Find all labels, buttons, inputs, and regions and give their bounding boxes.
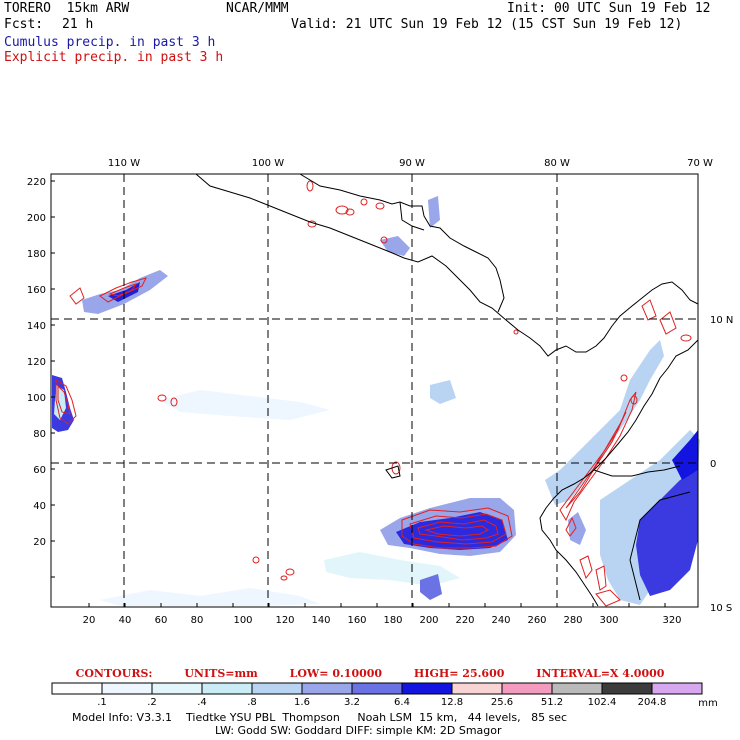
y-tick-label: 40 xyxy=(33,501,46,512)
coastline xyxy=(195,173,699,607)
y-tick-labels: 220 200 180 160 140 120 100 80 60 40 20 xyxy=(27,177,46,548)
x-tick-label: 300 xyxy=(599,615,618,626)
units-label: UNITS=mm xyxy=(184,667,258,680)
lon-label: 80 W xyxy=(544,158,570,169)
colorbar-label: 25.6 xyxy=(491,697,513,708)
colorbar-swatch xyxy=(351,682,403,695)
colorbar-label: .1 xyxy=(97,697,107,708)
colorbar-swatch xyxy=(51,682,103,695)
colorbar-label: 51.2 xyxy=(541,697,563,708)
colorbar-swatch xyxy=(151,682,203,695)
colorbar-label: .4 xyxy=(197,697,207,708)
x-tick-label: 60 xyxy=(155,615,168,626)
cumulus-precip-shading xyxy=(52,196,700,606)
colorbar-label: .2 xyxy=(147,697,157,708)
y-tick-label: 20 xyxy=(33,537,46,548)
explicit-precip-contours xyxy=(55,180,692,607)
colorbar-swatch xyxy=(301,682,353,695)
y-tick-label: 160 xyxy=(27,285,46,296)
x-tick-label: 320 xyxy=(662,615,681,626)
lon-label: 110 W xyxy=(108,158,140,169)
y-tick-label: 80 xyxy=(33,429,46,440)
contours-label: CONTOURS: xyxy=(75,667,153,680)
low-label: LOW= 0.10000 xyxy=(289,667,383,680)
colorbar-swatch xyxy=(651,682,703,695)
x-tick-label: 80 xyxy=(191,615,204,626)
colorbar-swatch xyxy=(501,682,553,695)
high-label: HIGH= 25.600 xyxy=(413,667,505,680)
colorbar-swatch xyxy=(251,682,303,695)
x-tick-label: 200 xyxy=(419,615,438,626)
latitude-labels: 10 N 0 10 S xyxy=(710,315,733,614)
interval-label: INTERVAL=X 4.0000 xyxy=(536,667,665,680)
model-info-line2: LW: Godd SW: Goddard DIFF: simple KM: 2D… xyxy=(215,724,502,737)
x-tick-label: 140 xyxy=(311,615,330,626)
colorbar-swatch xyxy=(551,682,603,695)
colorbar-label: 3.2 xyxy=(344,697,360,708)
x-tick-label: 120 xyxy=(275,615,294,626)
x-tick-label: 280 xyxy=(563,615,582,626)
lat-label: 0 xyxy=(710,459,716,470)
lon-label: 100 W xyxy=(252,158,284,169)
x-tick-label: 240 xyxy=(491,615,510,626)
colorbar-swatch xyxy=(401,682,453,695)
valid-time: Valid: 21 UTC Sun 19 Feb 12 (15 CST Sun … xyxy=(291,17,683,32)
lon-label: 90 W xyxy=(399,158,425,169)
y-tick-label: 220 xyxy=(27,177,46,188)
x-tick-label: 20 xyxy=(83,615,96,626)
latlon-grid xyxy=(51,174,698,607)
colorbar-label: .8 xyxy=(247,697,257,708)
precip-colorbar: .1 .2 .4 .8 1.6 3.2 6.4 12.8 25.6 51.2 102.4 204.8 xyxy=(51,682,703,708)
map-frame xyxy=(50,173,699,608)
y-tick-label: 200 xyxy=(27,213,46,224)
colorbar-swatch xyxy=(101,682,153,695)
fcst-label: Fcst: xyxy=(4,17,44,32)
colorbar-swatch xyxy=(601,682,653,695)
y-tick-label: 100 xyxy=(27,393,46,404)
lat-label: 10 N xyxy=(710,315,733,326)
x-tick-label: 220 xyxy=(455,615,474,626)
colorbar-label: 12.8 xyxy=(441,697,463,708)
colorbar-label: 102.4 xyxy=(588,697,617,708)
longitude-labels: 110 W 100 W 90 W 80 W 70 W xyxy=(108,158,713,169)
y-tick-label: 120 xyxy=(27,357,46,368)
colorbar-unit: mm xyxy=(698,698,717,709)
lat-label: 10 S xyxy=(710,603,732,614)
x-tick-labels: 20 40 60 80 100 120 140 160 180 200 220 … xyxy=(83,615,682,626)
x-tick-label: 100 xyxy=(233,615,252,626)
colorbar-label: 6.4 xyxy=(394,697,410,708)
x-tick-label: 40 xyxy=(119,615,132,626)
colorbar-swatch xyxy=(201,682,253,695)
cumulus-legend-label: Cumulus precip. in past 3 h xyxy=(4,35,216,50)
colorbar-label: 204.8 xyxy=(638,697,667,708)
fcst-value: 21 h xyxy=(62,17,94,32)
y-tick-label: 140 xyxy=(27,321,46,332)
colorbar-swatch xyxy=(451,682,503,695)
y-tick-label: 180 xyxy=(27,249,46,260)
model-title: TORERO 15km ARW xyxy=(4,1,130,16)
axis-ticks xyxy=(51,180,666,607)
init-time: Init: 00 UTC Sun 19 Feb 12 xyxy=(507,1,711,16)
explicit-legend-label: Explicit precip. in past 3 h xyxy=(4,50,224,65)
x-tick-label: 260 xyxy=(527,615,546,626)
x-tick-label: 160 xyxy=(347,615,366,626)
x-tick-label: 180 xyxy=(383,615,402,626)
center-label: NCAR/MMM xyxy=(226,1,289,16)
lon-label: 70 W xyxy=(687,158,713,169)
model-info-line1: Model Info: V3.3.1 Tiedtke YSU PBL Thomp… xyxy=(72,711,568,724)
contour-info: CONTOURS: UNITS=mm LOW= 0.10000 HIGH= 25… xyxy=(0,667,740,680)
colorbar-label: 1.6 xyxy=(294,697,310,708)
y-tick-label: 60 xyxy=(33,465,46,476)
